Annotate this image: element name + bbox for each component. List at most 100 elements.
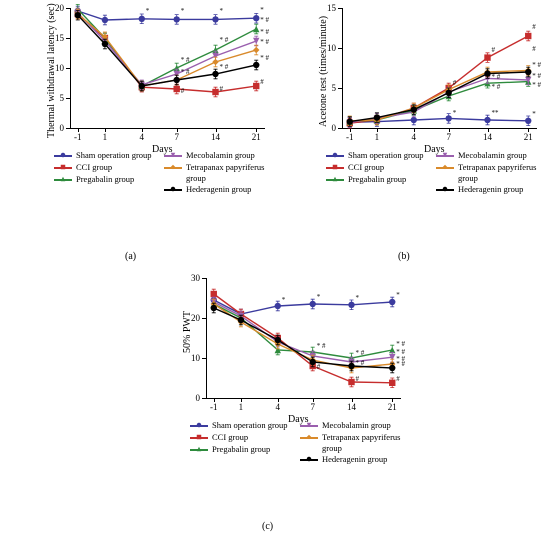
marker-sham xyxy=(174,16,180,22)
legend-label: Pregabalin group xyxy=(348,174,406,185)
x-tick-label: 4 xyxy=(270,402,286,412)
legend-label: Pregabalin group xyxy=(212,444,270,455)
legend-label: CCI group xyxy=(76,162,112,173)
marker-hed xyxy=(275,337,281,343)
y-tick-label: 30 xyxy=(191,273,200,283)
marker-hed xyxy=(347,118,353,124)
marker-hed xyxy=(253,62,259,68)
x-tick-label: 21 xyxy=(248,132,264,142)
y-tick-label: 5 xyxy=(60,93,65,103)
y-tick-label: 10 xyxy=(191,353,200,363)
marker-hed xyxy=(374,114,380,120)
marker-cci xyxy=(389,380,395,386)
x-tick-label: 14 xyxy=(344,402,360,412)
marker-hed xyxy=(310,359,316,365)
marker-hed xyxy=(75,12,81,18)
y-tick-label: 0 xyxy=(60,123,65,133)
x-tick-label: 7 xyxy=(441,132,457,142)
marker-sham xyxy=(525,118,531,124)
legend-label: Sham operation group xyxy=(76,150,152,161)
marker-hed xyxy=(525,69,531,75)
marker-hed xyxy=(484,70,490,76)
x-tick-label: 14 xyxy=(480,132,496,142)
legend-label: Hederagenin group xyxy=(186,184,251,195)
marker-tp xyxy=(212,59,218,65)
marker-hed xyxy=(139,83,145,89)
series-line-cci xyxy=(214,294,392,383)
legend-label: Tetrapanax papyriferusgroup xyxy=(322,432,400,454)
marker-sham xyxy=(484,117,490,123)
legend-label: CCI group xyxy=(212,432,248,443)
marker-preg xyxy=(253,26,259,32)
y-tick-label: 0 xyxy=(332,123,337,133)
marker-hed xyxy=(389,365,395,371)
x-tick-label: 4 xyxy=(134,132,150,142)
x-tick-label: 21 xyxy=(520,132,536,142)
x-tick-label: 4 xyxy=(406,132,422,142)
marker-cci xyxy=(212,89,218,95)
legend-label: CCI group xyxy=(348,162,384,173)
marker-tp xyxy=(253,47,259,53)
x-tick-label: 1 xyxy=(233,402,249,412)
panel-letter: (b) xyxy=(398,251,410,262)
legend-label: Mecobalamin group xyxy=(322,420,391,431)
marker-sham xyxy=(348,302,354,308)
x-tick-label: -1 xyxy=(206,402,222,412)
x-tick-label: 1 xyxy=(369,132,385,142)
marker-sham xyxy=(389,299,395,305)
legend-label: Hederagenin group xyxy=(458,184,523,195)
y-tick-label: 5 xyxy=(332,83,337,93)
x-tick-label: 1 xyxy=(97,132,113,142)
marker-cci xyxy=(525,33,531,39)
marker-hed xyxy=(411,106,417,112)
legend-label: Mecobalamin group xyxy=(458,150,527,161)
y-tick-label: 0 xyxy=(196,393,201,403)
marker-hed xyxy=(174,77,180,83)
marker-sham xyxy=(310,301,316,307)
marker-cci xyxy=(348,379,354,385)
legend-label: Sham operation group xyxy=(212,420,288,431)
legend: Sham operation groupCCI groupPregabalin … xyxy=(304,150,536,210)
x-tick-label: 21 xyxy=(384,402,400,412)
panel-letter: (c) xyxy=(262,521,273,532)
marker-meco xyxy=(253,38,259,44)
marker-hed xyxy=(348,363,354,369)
marker-cci xyxy=(253,83,259,89)
panel-c: 0102030-1147142150% PWTDays***** #* #* #… xyxy=(168,278,400,410)
marker-hed xyxy=(446,90,452,96)
figure: 05101520-11471421Thermal withdrawal late… xyxy=(0,0,542,537)
panel-letter: (a) xyxy=(125,251,136,262)
y-axis-label: 50% PWT xyxy=(182,311,193,353)
x-tick-label: -1 xyxy=(70,132,86,142)
panel-b: 051015-11471421Acetone test (times/minut… xyxy=(304,8,536,140)
x-tick-label: -1 xyxy=(342,132,358,142)
legend: Sham operation groupCCI groupPregabalin … xyxy=(32,150,264,210)
panel-a: 05101520-11471421Thermal withdrawal late… xyxy=(32,8,264,140)
legend-label: Mecobalamin group xyxy=(186,150,255,161)
x-tick-label: 7 xyxy=(305,402,321,412)
legend-label: Tetrapanax papyriferusgroup xyxy=(186,162,264,184)
y-axis-label: Thermal withdrawal latency (sec) xyxy=(46,4,57,139)
marker-cci xyxy=(484,54,490,60)
y-axis-label: Acetone test (times/minute) xyxy=(318,16,329,127)
y-tick-label: 15 xyxy=(327,3,336,13)
marker-hed xyxy=(238,317,244,323)
marker-sham xyxy=(139,16,145,22)
marker-hed xyxy=(211,305,217,311)
legend-label: Hederagenin group xyxy=(322,454,387,465)
x-tick-label: 7 xyxy=(169,132,185,142)
marker-sham xyxy=(411,117,417,123)
series-svg xyxy=(342,8,536,128)
marker-sham xyxy=(102,17,108,23)
marker-sham xyxy=(275,303,281,309)
marker-hed xyxy=(212,71,218,77)
legend-label: Tetrapanax papyriferusgroup xyxy=(458,162,536,184)
x-tick-label: 14 xyxy=(208,132,224,142)
marker-hed xyxy=(102,41,108,47)
legend-label: Sham operation group xyxy=(348,150,424,161)
series-svg xyxy=(70,8,264,128)
marker-cci xyxy=(211,291,217,297)
marker-cci xyxy=(174,86,180,92)
series-line-cci xyxy=(78,14,256,92)
marker-sham xyxy=(212,16,218,22)
